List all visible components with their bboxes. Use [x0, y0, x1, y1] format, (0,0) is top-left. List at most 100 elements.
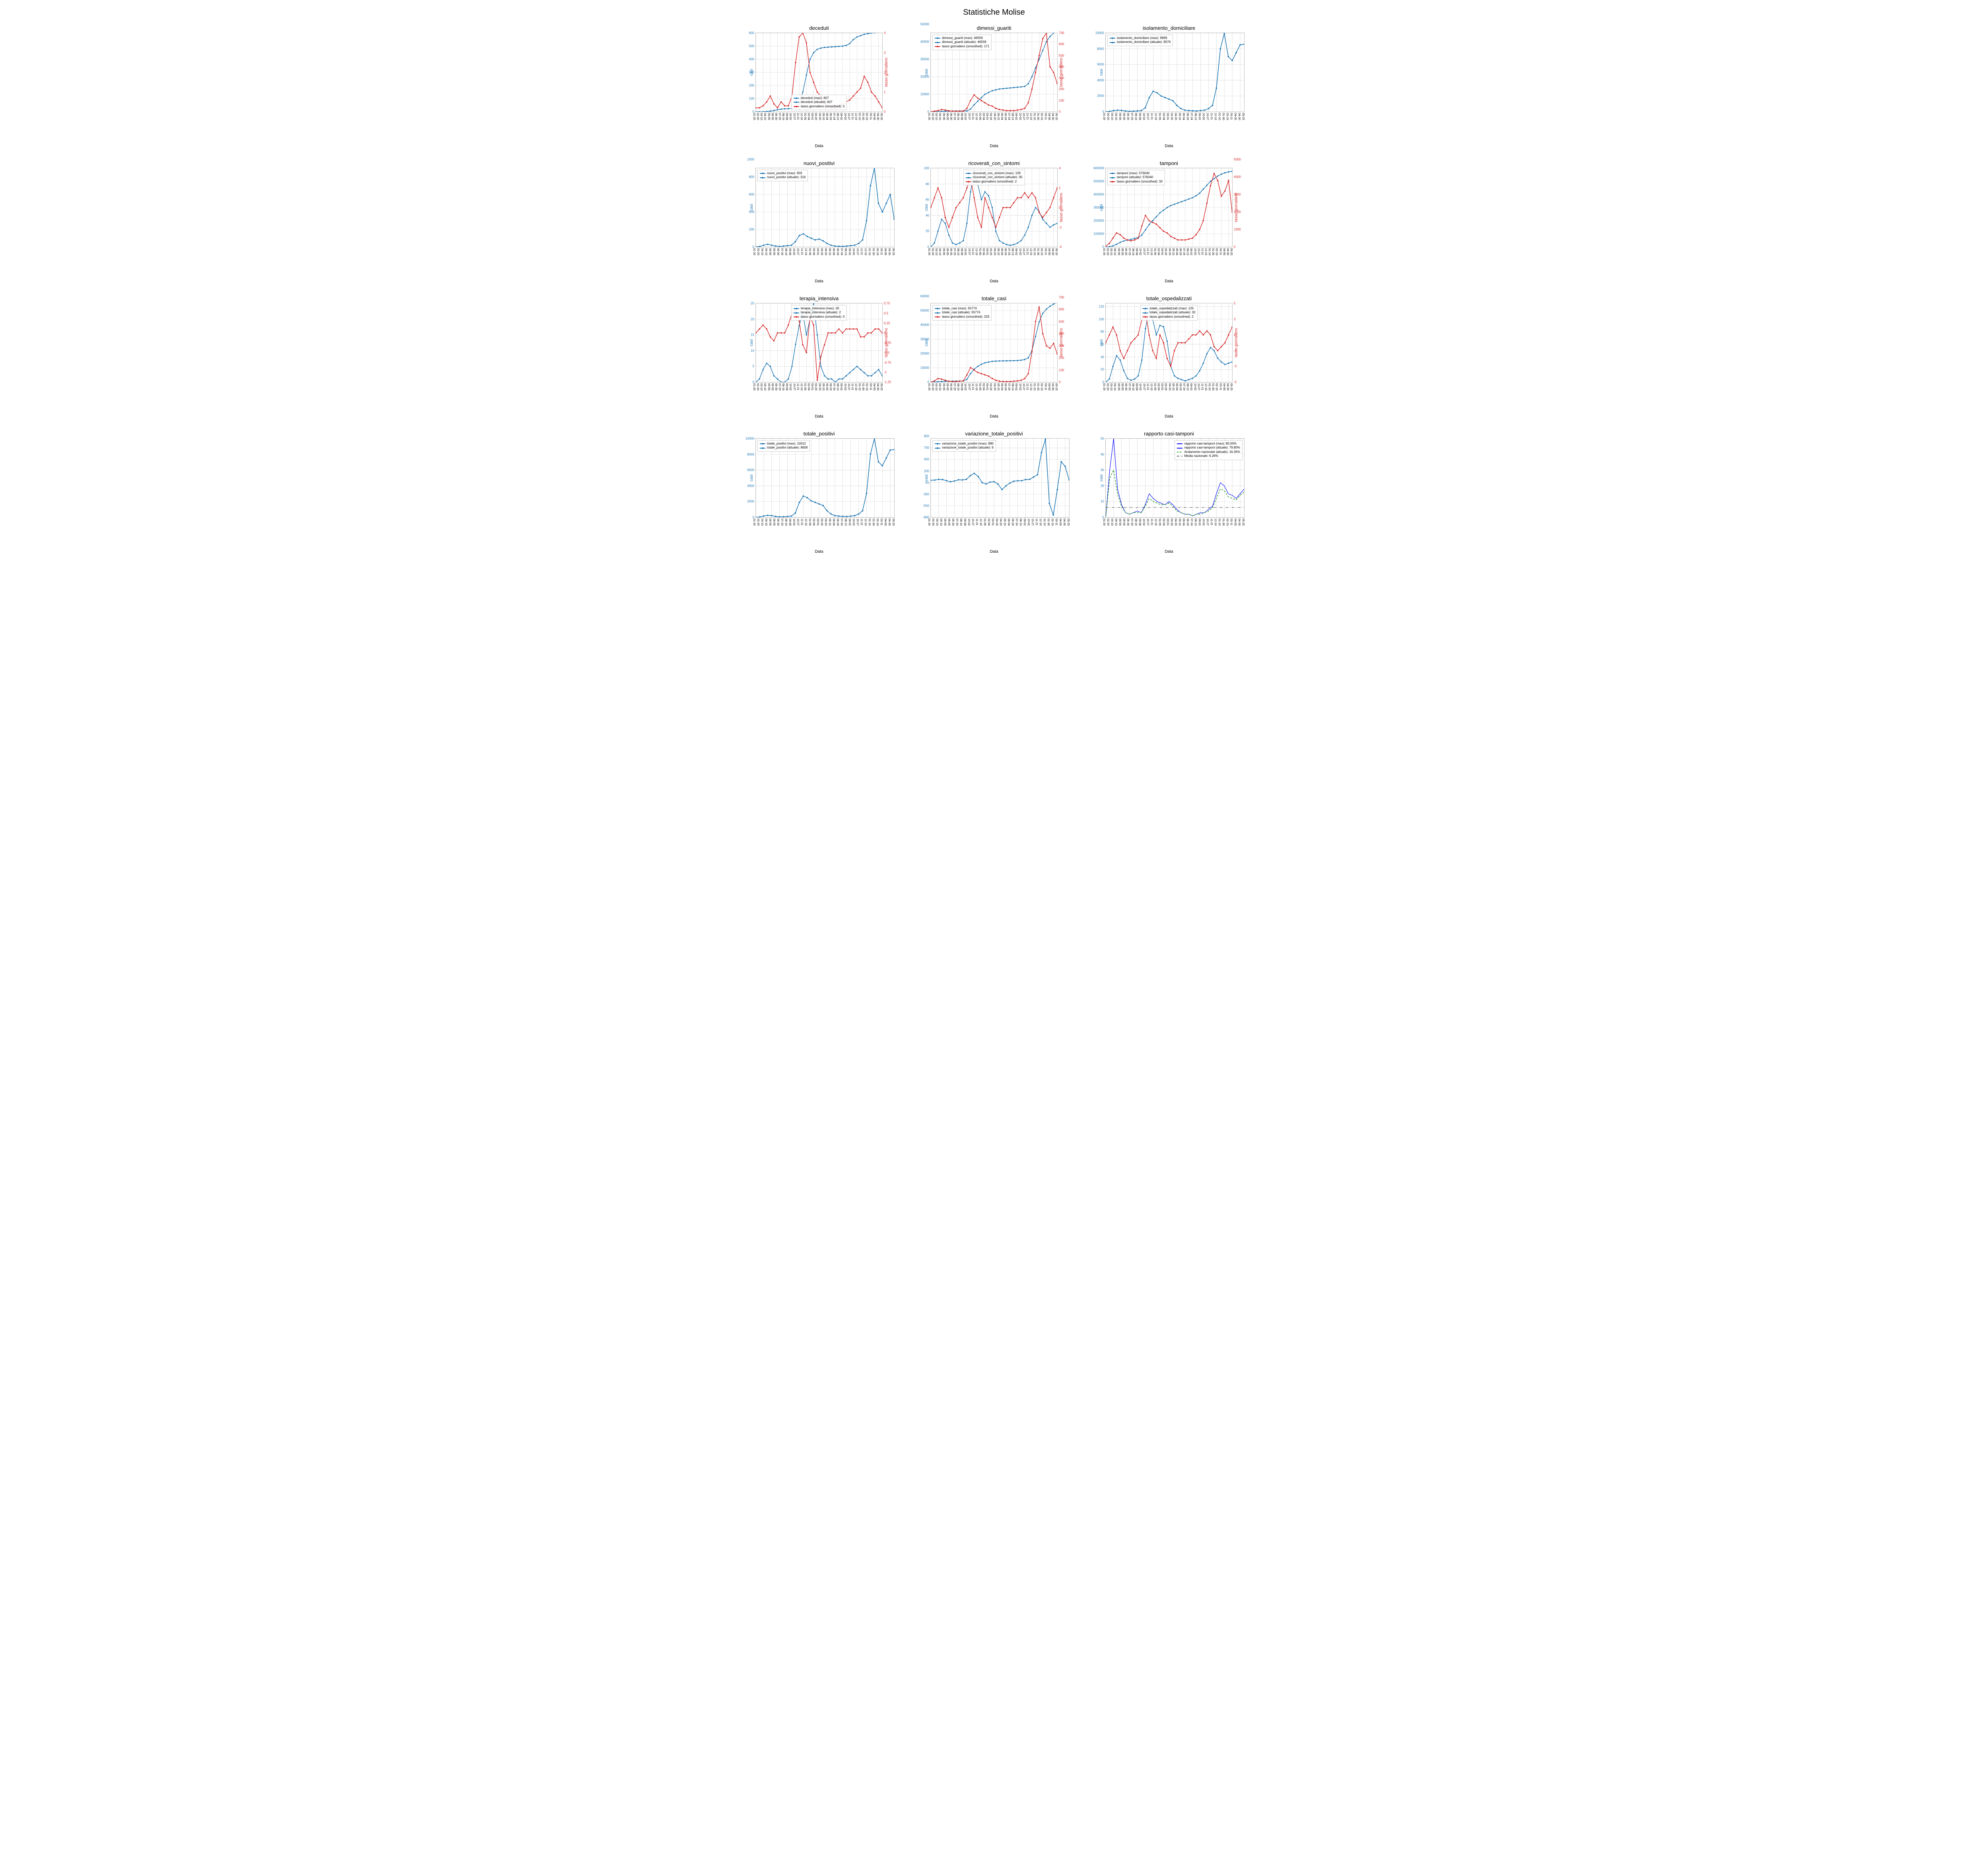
legend: isolamento_domiciliare (max): 9969 isola…	[1107, 35, 1173, 46]
legend-item: tasso giornaliero (smoothed): 2	[966, 180, 1023, 184]
legend-item: isolamento_domiciliare (max): 9969	[1110, 36, 1171, 40]
legend-text: totale_casi (attuale): 55774	[942, 311, 980, 315]
chart-title: ricoverati_con_sintomi	[914, 160, 1074, 166]
x-ticks: 01-2602-2003-1004-1005-0506-0506-3007-25…	[1105, 383, 1233, 402]
x-axis-label: Data	[740, 144, 899, 148]
x-ticks: 01-2602-2003-1004-1005-0506-0506-3007-25…	[1105, 247, 1233, 267]
legend-item: Andamento nazionale (attuale): 16.35%	[1177, 450, 1240, 454]
y-ticks-left: -800-550-300-50200450700950	[915, 439, 930, 517]
x-axis-label: Data	[1089, 144, 1248, 148]
legend: dimessi_guariti (max): 46559 dimessi_gua…	[932, 35, 992, 50]
legend-item: terapia_intensiva (max): 26	[794, 307, 845, 311]
x-ticks: 01-2602-2003-1004-1005-0506-0506-3007-25…	[755, 383, 883, 402]
x-axis-label: Data	[740, 279, 899, 284]
chart-ricoverati_con_sintomi: ricoverati_con_sintomi casi ricoverati_c…	[914, 160, 1074, 284]
main-title: Statistiche Molise	[8, 8, 1980, 17]
chart-title: variazione_totale_positivi	[914, 431, 1074, 437]
legend-text: tasso giornaliero (smoothed): 2	[973, 180, 1017, 184]
legend: terapia_intensiva (max): 26 terapia_inte…	[791, 305, 847, 321]
legend: totale_positivi (max): 10012 totale_posi…	[757, 440, 810, 452]
legend-item: totale_positivi (max): 10012	[760, 442, 808, 446]
y-ticks-left: 0100200300400500600	[740, 33, 755, 112]
plot-area: dimessi_guariti (max): 46559 dimessi_gua…	[930, 33, 1058, 112]
x-axis-label: Data	[914, 279, 1074, 284]
x-ticks: 01-2602-2003-1004-1005-0506-0506-3007-25…	[930, 383, 1058, 402]
plot-area: nuovi_positivi (max): 903 nuovi_positivi…	[755, 168, 895, 247]
plot-area: terapia_intensiva (max): 26 terapia_inte…	[755, 303, 883, 383]
legend-text: Media nazionale: 6.26%	[1184, 454, 1218, 458]
legend-text: deceduti (max): 607	[801, 96, 829, 100]
legend-item: tasso giornaliero (smoothed): 2	[1142, 315, 1195, 319]
legend-text: rapporto casi-tamponi (attuale): 79.80%	[1184, 446, 1240, 450]
plot-area: isolamento_domiciliare (max): 9969 isola…	[1105, 33, 1244, 112]
y-ticks-left: 01020304050	[1090, 439, 1105, 517]
chart-nuovi_positivi: nuovi_positivi casi nuovi_positivi (max)…	[740, 160, 899, 284]
x-axis-label: Data	[914, 414, 1074, 419]
chart-title: terapia_intensiva	[740, 295, 899, 301]
y-ticks-left: 0100002000030000400005000060000	[915, 303, 930, 382]
y-ticks-left: 0200040006000800010000	[740, 439, 755, 517]
legend-item: deceduti (attuale): 607	[794, 100, 845, 104]
legend-text: variazione_totale_positivi (attuale): 6	[942, 446, 994, 450]
chart-tamponi: tamponi casi tamponi (max): 576040 tampo…	[1089, 160, 1248, 284]
chart-totale_positivi: totale_positivi casi totale_positivi (ma…	[740, 431, 899, 554]
chart-grid: deceduti casi deceduti (max): 607 decedu…	[740, 25, 1248, 554]
legend-text: nuovi_positivi (attuale): 316	[767, 175, 806, 179]
x-axis-label: Data	[740, 414, 899, 419]
legend-text: totale_casi (max): 55774	[942, 307, 977, 311]
legend-item: ricoverati_con_sintomi (attuale): 30	[966, 175, 1023, 179]
chart-isolamento_domiciliare: isolamento_domiciliare casi isolamento_d…	[1089, 25, 1248, 148]
chart-title: totale_casi	[914, 295, 1074, 301]
legend-text: tasso giornaliero (smoothed): 2	[1149, 315, 1193, 319]
plot-area: tamponi (max): 576040 tamponi (attuale):…	[1105, 168, 1233, 247]
chart-title: totale_positivi	[740, 431, 899, 437]
legend: tamponi (max): 576040 tamponi (attuale):…	[1107, 170, 1165, 185]
chart-rapporto_casi_tamponi: rapporto casi-tamponi casi rapporto casi…	[1089, 431, 1248, 554]
x-ticks: 01-2602-2003-1004-1005-0506-0506-3007-25…	[930, 247, 1058, 267]
chart-title: deceduti	[740, 25, 899, 31]
legend-text: terapia_intensiva (max): 26	[801, 307, 839, 311]
legend-item: totale_ospedalizzati (max): 125	[1142, 307, 1195, 311]
chart-title: nuovi_positivi	[740, 160, 899, 166]
plot-area: totale_casi (max): 55774 totale_casi (at…	[930, 303, 1058, 383]
y-ticks-left: 020406080100	[915, 168, 930, 247]
legend-item: nuovi_positivi (max): 903	[760, 171, 806, 175]
legend: totale_ospedalizzati (max): 125 totale_o…	[1140, 305, 1198, 321]
legend-item: tamponi (attuale): 576040	[1110, 175, 1163, 179]
y-ticks-left: 02004006008001000	[740, 168, 755, 247]
legend-item: tasso giornaliero (smoothed): 0	[794, 105, 845, 109]
chart-title: rapporto casi-tamponi	[1089, 431, 1248, 437]
legend-text: deceduti (attuale): 607	[801, 100, 833, 104]
plot-area: deceduti (max): 607 deceduti (attuale): …	[755, 33, 883, 112]
x-axis-label: Data	[914, 144, 1074, 148]
x-ticks: 01-2602-2003-1004-1005-0506-0506-3007-25…	[930, 112, 1058, 132]
legend-text: dimessi_guariti (max): 46559	[942, 36, 983, 40]
legend-text: rapporto casi-tamponi (max): 80.00%	[1184, 442, 1237, 446]
legend-text: tasso giornaliero (smoothed): 233	[942, 315, 989, 319]
legend-text: totale_ospedalizzati (max): 125	[1149, 307, 1194, 311]
legend: totale_casi (max): 55774 totale_casi (at…	[932, 305, 992, 321]
legend-item: nuovi_positivi (attuale): 316	[760, 175, 806, 179]
chart-title: tamponi	[1089, 160, 1248, 166]
x-ticks: 01-2602-2003-1004-1005-0506-0506-3007-25…	[755, 112, 883, 132]
chart-title: dimessi_guariti	[914, 25, 1074, 31]
legend-item: ricoverati_con_sintomi (max): 109	[966, 171, 1023, 175]
legend: variazione_totale_positivi (max): 890 va…	[932, 440, 996, 452]
chart-terapia_intensiva: terapia_intensiva casi terapia_intensiva…	[740, 295, 899, 419]
legend-text: terapia_intensiva (attuale): 2	[801, 311, 841, 315]
legend: deceduti (max): 607 deceduti (attuale): …	[791, 95, 847, 110]
plot-area: totale_positivi (max): 10012 totale_posi…	[755, 438, 895, 518]
legend-text: tasso giornaliero (smoothed): 0	[801, 105, 845, 109]
legend-text: totale_ospedalizzati (attuale): 32	[1149, 311, 1195, 315]
legend-text: tamponi (attuale): 576040	[1117, 175, 1153, 179]
legend-text: ricoverati_con_sintomi (attuale): 30	[973, 175, 1023, 179]
legend-item: tasso giornaliero (smoothed): 233	[935, 315, 989, 319]
x-axis-label: Data	[914, 550, 1074, 554]
legend-item: tamponi (max): 576040	[1110, 171, 1163, 175]
chart-title: totale_ospedalizzati	[1089, 295, 1248, 301]
chart-totale_ospedalizzati: totale_ospedalizzati casi totale_ospedal…	[1089, 295, 1248, 419]
legend-text: totale_positivi (attuale): 8608	[767, 446, 808, 450]
legend: nuovi_positivi (max): 903 nuovi_positivi…	[757, 170, 808, 181]
legend: rapporto casi-tamponi (max): 80.00% rapp…	[1175, 440, 1242, 460]
x-axis-label: Data	[1089, 550, 1248, 554]
